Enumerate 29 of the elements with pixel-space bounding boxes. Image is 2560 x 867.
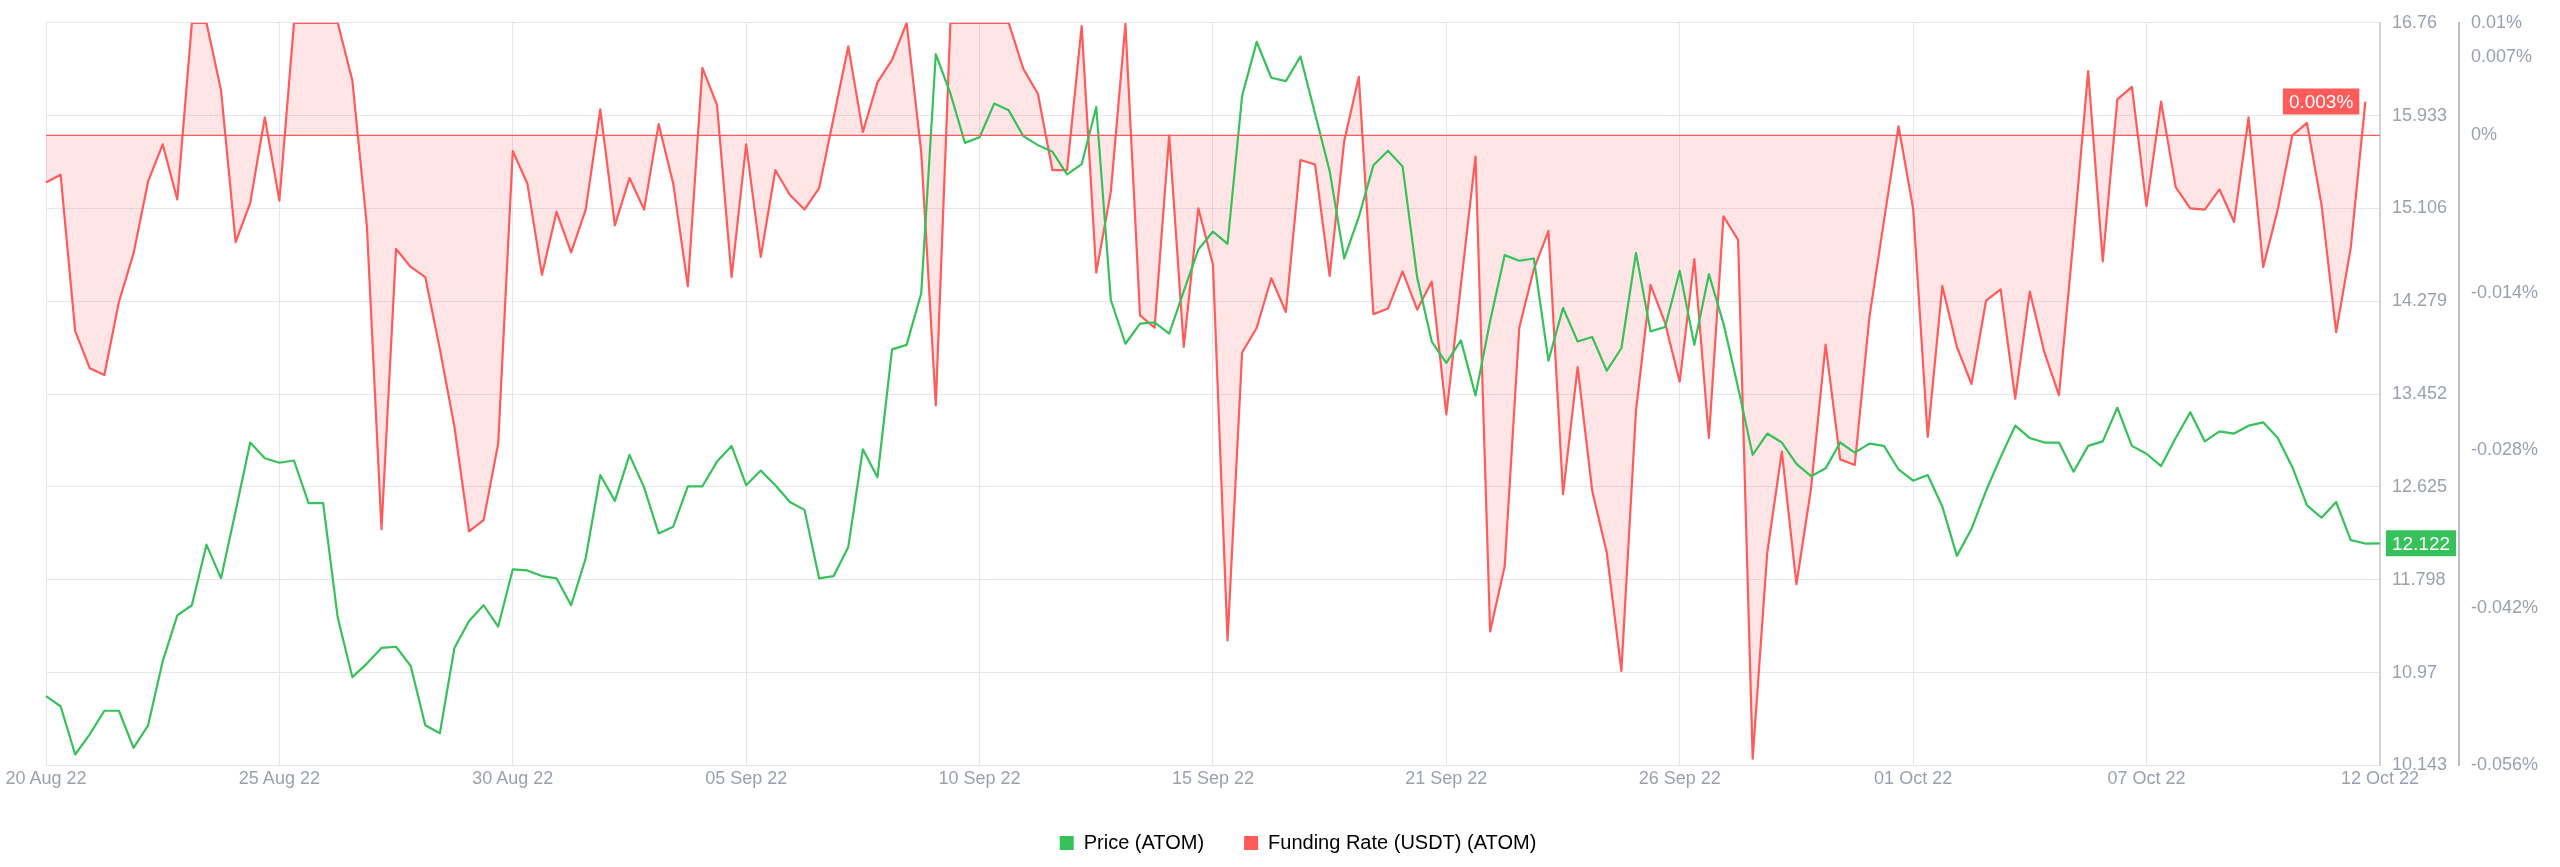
y2-tick-label: 0% — [2470, 124, 2497, 145]
data-label: 0.003% — [2288, 90, 2354, 112]
data-label: 12.122 — [2391, 532, 2451, 554]
x-tick-label: 07 Oct 22 — [2107, 768, 2186, 789]
x-tick-label: 01 Oct 22 — [1874, 768, 1953, 789]
y-tick-label: 13.452 — [2391, 383, 2447, 404]
y-tick-label: 15.106 — [2391, 197, 2447, 218]
x-tick-label: 21 Sep 22 — [1405, 768, 1488, 789]
x-tick-label: 25 Aug 22 — [238, 768, 320, 789]
y-tick-label: 15.933 — [2391, 104, 2447, 125]
y2-tick-label: -0.056% — [2470, 754, 2538, 775]
x-tick-label: 10 Sep 22 — [938, 768, 1021, 789]
y-tick-label: 11.798 — [2391, 568, 2446, 589]
y-tick-label: 12.625 — [2391, 475, 2447, 496]
x-tick-label: 26 Sep 22 — [1638, 768, 1721, 789]
y2-tick-label: 0.01% — [2470, 11, 2522, 32]
x-tick-label: 15 Sep 22 — [1171, 768, 1254, 789]
legend-label: Price (ATOM) — [1083, 830, 1205, 853]
y-tick-label: 16.76 — [2391, 11, 2437, 32]
y2-tick-label: -0.028% — [2470, 439, 2538, 460]
legend-label: Funding Rate (USDT) (ATOM) — [1268, 830, 1537, 853]
x-tick-label: 05 Sep 22 — [705, 768, 788, 789]
y-tick-label: 14.279 — [2391, 290, 2447, 311]
y-tick-label: 10.97 — [2391, 661, 2437, 682]
y2-tick-label: -0.014% — [2470, 281, 2538, 302]
y2-tick-label: -0.042% — [2470, 596, 2538, 617]
y2-tick-label: 0.007% — [2470, 45, 2533, 66]
x-tick-label: 30 Aug 22 — [472, 768, 554, 789]
x-tick-label: 20 Aug 22 — [5, 768, 87, 789]
